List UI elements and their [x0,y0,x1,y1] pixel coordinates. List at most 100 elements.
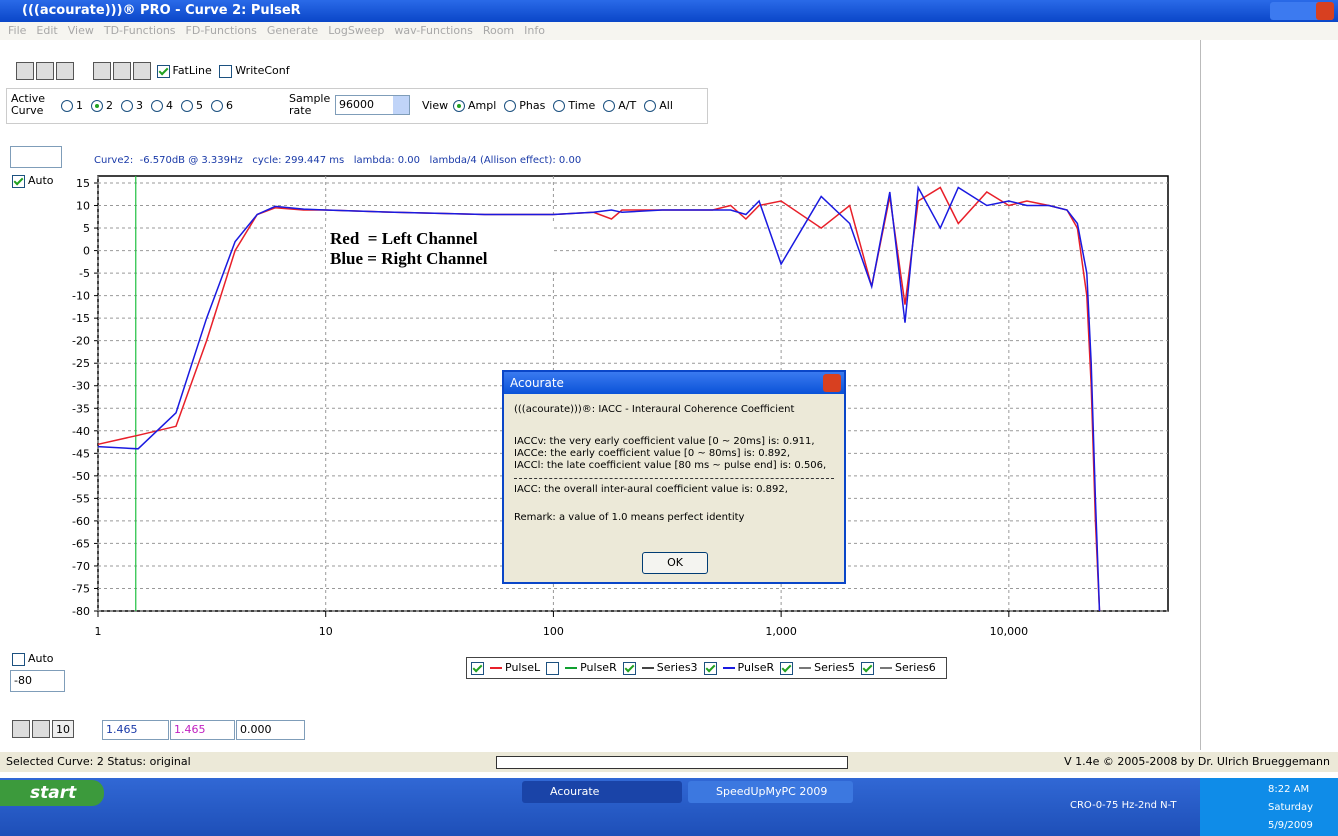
menu-item[interactable]: Edit [36,24,58,37]
active-curve-label: Active Curve [11,92,46,117]
auto-top: Auto [12,174,54,188]
writeconf-label: WriteConf [235,64,290,77]
save-button[interactable] [36,62,54,80]
close-button[interactable] [1316,2,1334,20]
y-tick-label: -20 [72,335,90,348]
legend-checkbox[interactable] [471,661,484,675]
dialog-line: IACCe: the early coefficient value [0 ~ … [514,448,791,459]
min-value: -80 [14,674,32,687]
dialog-close[interactable] [823,374,841,392]
auto-bottom-checkbox[interactable] [12,652,25,666]
legend-checkbox[interactable] [622,661,636,675]
delete-button[interactable] [93,62,111,80]
status-bar: Selected Curve: 2 Status: original V 1.4… [0,752,1338,772]
x-tick-label: 10 [319,625,333,638]
legend-swatch [879,667,892,669]
menu-item[interactable]: FD-Functions [185,24,257,37]
series-line [97,186,1101,612]
zoom-in-button[interactable] [12,720,30,738]
window-title: (((acourate)))® PRO - Curve 2: PulseR [22,3,301,18]
panel-divider [1200,40,1201,750]
legend-swatch [641,667,654,669]
auto-top-checkbox[interactable] [12,174,25,188]
writeconf-checkbox[interactable] [219,64,233,78]
task-button[interactable]: Acourate [522,781,682,803]
menu-bar: File Edit View TD-Functions FD-Functions Gene… [0,22,1338,40]
dropdown-arrow[interactable] [393,96,409,114]
menu-item[interactable]: wav-Functions [394,24,473,37]
y-tick-label: -25 [72,357,90,370]
dialog-lines: IACCv: the very early coefficient value … [514,436,826,472]
radio[interactable] [504,100,517,112]
diff-field[interactable]: 0.000 [236,720,305,740]
y-tick-label: -45 [72,447,90,460]
legend-label: PulseR [737,661,775,674]
radio[interactable] [453,100,465,112]
status-right: V 1.4e © 2005-2008 by Dr. Ulrich Bruegge… [1064,755,1330,768]
y-tick-label: -5 [79,267,90,280]
delete-all-button[interactable] [113,62,131,80]
x-tick-label: 1 [95,625,102,638]
y-tick-label: -55 [72,492,90,505]
view-radios: Ampl Phas Time A/T All [445,99,673,112]
open-button[interactable] [16,62,34,80]
radio[interactable] [553,100,566,112]
max-input[interactable] [10,146,62,168]
fatline-label: FatLine [172,64,212,77]
radio-label: Time [568,99,596,112]
controls-group: Active Curve 1 2 3 4 5 6 Sample rate 96000 Vi… [6,88,708,124]
menu-item[interactable]: View [67,24,94,37]
progress-bar [496,756,848,769]
legend-checkbox[interactable] [860,661,874,675]
legend-checkbox[interactable] [546,661,560,675]
radio-label: 1 [76,99,83,112]
y-tick-label: -60 [72,515,90,528]
radio[interactable] [644,100,657,112]
tray-text: CRO-0-75 Hz-2nd N-T [1070,800,1177,811]
radio[interactable] [181,100,193,112]
tool-button[interactable] [133,62,151,80]
y-tick-label: 10 [76,200,90,213]
curve-radios: 1 2 3 4 5 6 [53,99,233,112]
radio-label: Ampl [468,99,497,112]
legend-label: PulseR [580,661,617,674]
menu-item[interactable]: File [8,24,27,37]
sample-rate-label: Sample rate [289,92,331,117]
dialog: Acourate (((acourate)))®: IACC - Interau… [502,370,846,584]
menu-item[interactable]: Generate [266,24,319,37]
legend-checkbox[interactable] [703,661,717,675]
menu-item[interactable]: LogSweep [328,24,385,37]
radio[interactable] [211,100,223,112]
menu-item[interactable]: Room [482,24,515,37]
radio-label: 3 [136,99,143,112]
legend-checkbox[interactable] [780,661,794,675]
radio[interactable] [91,100,103,112]
radio[interactable] [61,100,73,112]
menu-item[interactable]: TD-Functions [103,24,176,37]
cursor-field-2[interactable]: 1.465 [170,720,235,740]
y-tick-label: -10 [72,290,90,303]
sample-rate-select[interactable]: 96000 [335,95,410,115]
legend-label: Series6 [894,661,936,674]
y-tick-label: 5 [83,222,90,235]
fatline-checkbox[interactable] [156,64,170,78]
x-tick-label: 1,000 [765,625,797,638]
radio[interactable] [603,100,616,112]
legend-swatch [722,667,735,669]
dialog-heading: (((acourate)))®: IACC - Interaural Coher… [514,404,795,415]
clock-time: 8:22 AM [1268,784,1310,795]
menu-item[interactable]: Info [524,24,545,37]
min-input[interactable]: -80 [10,670,65,692]
cursor-field[interactable]: 1.465 [102,720,169,740]
zoom-out-button[interactable] [32,720,50,738]
ok-button[interactable]: OK [642,552,708,574]
zoom-button[interactable]: 10 [52,720,74,738]
radio[interactable] [151,100,163,112]
auto-top-label: Auto [28,174,54,187]
dialog-overall: IACC: the overall inter-aural coefficien… [514,484,788,495]
start-button[interactable]: start [0,780,104,806]
radio[interactable] [121,100,133,112]
config-button[interactable] [56,62,74,80]
task-button[interactable]: SpeedUpMyPC 2009 [688,781,853,803]
